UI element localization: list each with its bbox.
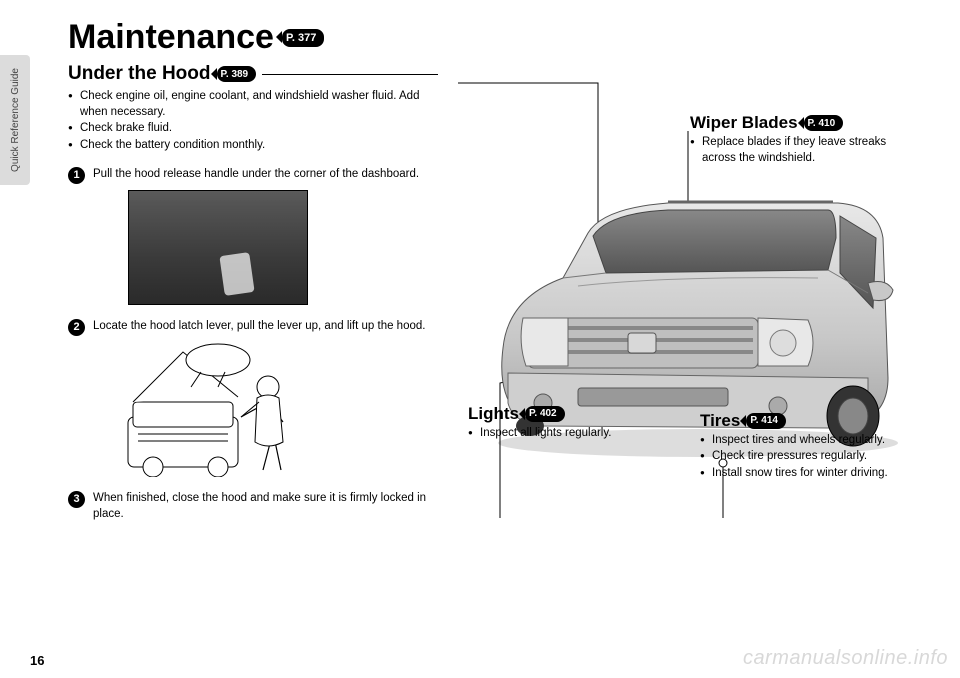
page-title: Maintenance P. 377 xyxy=(68,18,930,57)
step-1: 1 Pull the hood release handle under the… xyxy=(68,167,438,184)
step-text: When finished, close the hood and make s… xyxy=(93,491,438,522)
wiper-bullets: Replace blades if they leave streaks acr… xyxy=(690,135,920,166)
under-hood-bullets: Check engine oil, engine coolant, and wi… xyxy=(68,89,438,153)
bullet-item: Inspect tires and wheels regularly. xyxy=(700,433,935,449)
step-number-icon: 2 xyxy=(68,319,85,336)
watermark: carmanualsonline.info xyxy=(743,647,948,670)
illustration-hood-release xyxy=(128,190,308,305)
bullet-item: Install snow tires for winter driving. xyxy=(700,466,935,482)
illustration-hood-latch xyxy=(123,342,313,477)
step-number-icon: 1 xyxy=(68,167,85,184)
page-content: Maintenance P. 377 Under the Hood P. 389… xyxy=(68,18,930,648)
step-text: Locate the hood latch lever, pull the le… xyxy=(93,319,425,336)
step-3: 3 When finished, close the hood and make… xyxy=(68,491,438,522)
under-hood-heading-text: Under the Hood xyxy=(68,63,211,85)
lights-bullets: Inspect all lights regularly. xyxy=(468,426,668,442)
side-tab-label: Quick Reference Guide xyxy=(10,68,21,172)
title-page-ref: P. 377 xyxy=(282,29,324,47)
wiper-ref: P. 410 xyxy=(804,115,844,131)
bullet-item: Check brake fluid. xyxy=(68,121,438,137)
title-text: Maintenance xyxy=(68,18,274,57)
bullet-item: Check the battery condition monthly. xyxy=(68,138,438,154)
bullet-item: Check engine oil, engine coolant, and wi… xyxy=(68,89,438,120)
bullet-item: Replace blades if they leave streaks acr… xyxy=(690,135,920,166)
heading-rule xyxy=(262,74,438,75)
bullet-item: Inspect all lights regularly. xyxy=(468,426,668,442)
wiper-heading-text: Wiper Blades xyxy=(690,113,798,133)
wiper-callout: Wiper Blades P. 410 Replace blades if th… xyxy=(690,113,920,167)
page-number: 16 xyxy=(30,653,44,668)
step-2: 2 Locate the hood latch lever, pull the … xyxy=(68,319,438,336)
tires-ref: P. 414 xyxy=(746,413,786,429)
tires-heading-text: Tires xyxy=(700,411,740,431)
step-text: Pull the hood release handle under the c… xyxy=(93,167,419,184)
bullet-item: Check tire pressures regularly. xyxy=(700,449,935,465)
wiper-heading: Wiper Blades P. 410 xyxy=(690,113,920,133)
lights-callout: Lights P. 402 Inspect all lights regular… xyxy=(468,404,668,443)
tires-bullets: Inspect tires and wheels regularly. Chec… xyxy=(700,433,935,482)
right-column: Wiper Blades P. 410 Replace blades if th… xyxy=(458,63,930,522)
side-tab: Quick Reference Guide xyxy=(0,55,30,185)
tires-heading: Tires P. 414 xyxy=(700,411,935,431)
tires-callout: Tires P. 414 Inspect tires and wheels re… xyxy=(700,411,935,483)
lights-ref: P. 402 xyxy=(525,406,565,422)
lights-heading: Lights P. 402 xyxy=(468,404,668,424)
under-hood-ref: P. 389 xyxy=(217,66,257,82)
lights-heading-text: Lights xyxy=(468,404,519,424)
under-hood-heading: Under the Hood P. 389 xyxy=(68,63,438,85)
left-column: Under the Hood P. 389 Check engine oil, … xyxy=(68,63,438,522)
step-number-icon: 3 xyxy=(68,491,85,508)
